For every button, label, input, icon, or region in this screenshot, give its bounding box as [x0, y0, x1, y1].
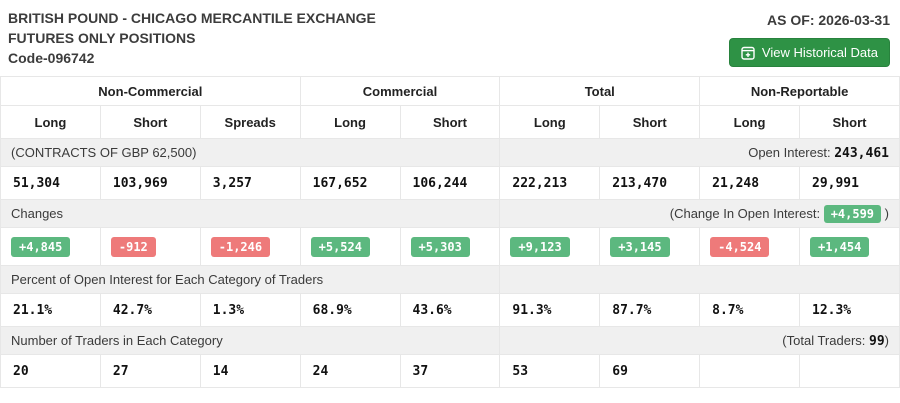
group-non-commercial: Non-Commercial: [0, 76, 301, 106]
traders-value-empty: [699, 354, 800, 388]
group-commercial: Commercial: [299, 76, 501, 106]
percent-value: 12.3%: [799, 293, 900, 327]
as-of-date: AS OF: 2026-03-31: [767, 12, 890, 28]
change-cell: -912: [99, 227, 201, 266]
report-subtitle: FUTURES ONLY POSITIONS: [8, 30, 196, 46]
percents-row: 21.1% 42.7% 1.3% 68.9% 43.6% 91.3% 87.7%…: [0, 293, 900, 327]
change-badge: -912: [110, 236, 156, 257]
contracts-band-row: (CONTRACTS OF GBP 62,500) Open Interest:…: [0, 138, 900, 167]
percent-value: 42.7%: [99, 293, 201, 327]
col-header: Long: [0, 105, 101, 139]
col-header: Long: [499, 105, 601, 139]
percent-value: 8.7%: [699, 293, 800, 327]
col-header: Long: [699, 105, 800, 139]
page-header: BRITISH POUND - CHICAGO MERCANTILE EXCHA…: [0, 0, 900, 76]
change-in-open-interest-cell: (Change In Open Interest: +4,599 ): [499, 199, 900, 228]
change-cell: +4,845: [0, 227, 101, 266]
change-oi-badge: +4,599: [823, 204, 882, 223]
percent-value: 91.3%: [499, 293, 601, 327]
percent-value: 21.1%: [0, 293, 101, 327]
change-badge: +1,454: [810, 236, 870, 257]
change-oi-prefix: (Change In Open Interest:: [669, 205, 824, 221]
header-right: AS OF: 2026-03-31 View Historical Data: [728, 8, 892, 67]
percent-value: 68.9%: [299, 293, 401, 327]
change-badge: -4,524: [710, 236, 770, 257]
change-cell: +9,123: [499, 227, 601, 266]
change-cell: +1,454: [799, 227, 900, 266]
total-traders-value: 99: [869, 333, 885, 349]
position-value: 222,213: [499, 166, 601, 200]
traders-value: 37: [399, 354, 501, 388]
open-interest-label: Open Interest:: [748, 144, 835, 160]
position-value: 29,991: [799, 166, 900, 200]
traders-value: 24: [299, 354, 401, 388]
percent-band-row: Percent of Open Interest for Each Catego…: [0, 265, 900, 294]
change-badge: +5,524: [310, 236, 370, 257]
column-header-row: Long Short Spreads Long Short Long Short…: [0, 105, 900, 139]
position-value: 21,248: [699, 166, 800, 200]
position-value: 3,257: [199, 166, 301, 200]
change-cell: -4,524: [699, 227, 800, 266]
changes-row: +4,845 -912 -1,246 +5,524 +5,303 +9,123 …: [0, 227, 900, 266]
position-value: 103,969: [99, 166, 201, 200]
group-header-row: Non-Commercial Commercial Total Non-Repo…: [0, 76, 900, 106]
change-badge: +3,145: [610, 236, 670, 257]
col-header: Short: [799, 105, 900, 139]
traders-row: 20 27 14 24 37 53 69: [0, 354, 900, 388]
open-interest-cell: Open Interest: 243,461: [499, 138, 900, 167]
report-code: Code-096742: [8, 50, 95, 66]
traders-band-row: Number of Traders in Each Category (Tota…: [0, 326, 900, 355]
group-non-reportable: Non-Reportable: [699, 76, 900, 106]
percent-band-right: [499, 265, 900, 294]
total-traders-prefix: (Total Traders:: [782, 332, 869, 348]
change-badge: +4,845: [11, 236, 71, 257]
total-traders-cell: (Total Traders: 99): [499, 326, 900, 355]
total-traders-suffix: ): [884, 332, 889, 348]
percent-value: 87.7%: [599, 293, 701, 327]
open-interest-value: 243,461: [834, 145, 889, 161]
col-header: Short: [599, 105, 701, 139]
traders-band-label: Number of Traders in Each Category: [0, 326, 501, 355]
change-badge: +5,303: [410, 236, 470, 257]
percent-band-label: Percent of Open Interest for Each Catego…: [0, 265, 501, 294]
traders-value-empty: [799, 354, 900, 388]
position-value: 51,304: [0, 166, 101, 200]
col-header: Short: [99, 105, 201, 139]
changes-band-label: Changes: [0, 199, 501, 228]
change-badge: +9,123: [510, 236, 570, 257]
change-cell: +5,524: [299, 227, 401, 266]
change-cell: -1,246: [199, 227, 301, 266]
calendar-plus-icon: [741, 46, 755, 60]
view-historical-data-label: View Historical Data: [761, 45, 878, 60]
traders-value: 27: [99, 354, 201, 388]
position-value: 213,470: [599, 166, 701, 200]
positions-row: 51,304 103,969 3,257 167,652 106,244 222…: [0, 166, 900, 200]
traders-value: 69: [599, 354, 701, 388]
cot-report-table: Non-Commercial Commercial Total Non-Repo…: [0, 76, 900, 388]
percent-value: 43.6%: [399, 293, 501, 327]
position-value: 106,244: [399, 166, 501, 200]
report-titles: BRITISH POUND - CHICAGO MERCANTILE EXCHA…: [8, 8, 376, 68]
traders-value: 53: [499, 354, 601, 388]
col-header: Spreads: [199, 105, 301, 139]
change-cell: +3,145: [599, 227, 701, 266]
percent-value: 1.3%: [199, 293, 301, 327]
contracts-band-label: (CONTRACTS OF GBP 62,500): [0, 138, 501, 167]
change-oi-suffix: ): [881, 205, 889, 221]
group-total: Total: [499, 76, 701, 106]
traders-value: 14: [199, 354, 301, 388]
col-header: Short: [399, 105, 501, 139]
position-value: 167,652: [299, 166, 401, 200]
col-header: Long: [299, 105, 401, 139]
change-badge: -1,246: [210, 236, 271, 257]
report-title: BRITISH POUND - CHICAGO MERCANTILE EXCHA…: [8, 10, 376, 26]
changes-band-row: Changes (Change In Open Interest: +4,599…: [0, 199, 900, 228]
view-historical-data-button[interactable]: View Historical Data: [728, 38, 890, 67]
change-cell: +5,303: [399, 227, 501, 266]
traders-value: 20: [0, 354, 101, 388]
